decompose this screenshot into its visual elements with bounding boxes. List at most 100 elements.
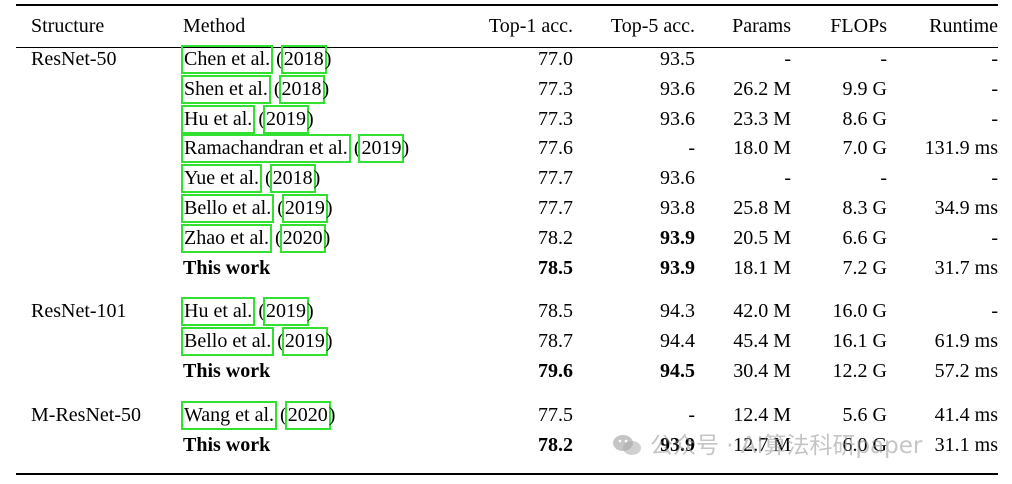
header-runtime: Runtime — [929, 14, 998, 37]
cell-top1: 77.3 — [538, 77, 573, 100]
cell-structure — [16, 254, 183, 284]
table-row-this-work: This work 78.2 93.9 12.7 M 6.0 G 31.1 ms — [16, 431, 998, 461]
citation-year-link[interactable]: 2019 — [281, 327, 328, 357]
cell-method: Chen et al. (2018) — [180, 45, 453, 75]
cell-top5: 93.6 — [660, 167, 695, 190]
cell-flops: 12.2 G — [832, 359, 887, 382]
cell-top5: 93.5 — [660, 48, 695, 70]
citation-year-link[interactable]: 2018 — [280, 45, 327, 74]
cell-runtime: - — [991, 107, 998, 130]
header-top5: Top-5 acc. — [610, 14, 695, 37]
cell-method: Bello et al. (2019) — [180, 193, 453, 224]
table-row: Hu et al. (2019) 77.3 93.6 23.3 M 8.6 G - — [16, 104, 998, 135]
citation-author-link[interactable]: Shen et al. — [181, 74, 271, 104]
citation-year-link[interactable]: 2019 — [262, 297, 309, 327]
paren-close: ) — [306, 107, 314, 130]
table-top-rule — [16, 4, 998, 6]
cell-params: 45.4 M — [733, 330, 791, 353]
cell-flops: 7.0 G — [842, 137, 887, 160]
table-row: Bello et al. (2019) 77.7 93.8 25.8 M 8.3 G 34… — [16, 193, 998, 224]
cell-runtime: 131.9 ms — [924, 137, 998, 160]
cell-flops: - — [880, 167, 887, 190]
citation-year-link[interactable]: 2018 — [278, 74, 325, 104]
cell-method: Yue et al. (2018) — [181, 164, 453, 194]
cell-top5: 93.6 — [660, 107, 695, 130]
citation-year-link[interactable]: 2019 — [262, 104, 309, 134]
paren-close: ) — [328, 403, 336, 426]
cell-method: Bello et al. (2019) — [180, 327, 453, 357]
table-row: Yue et al. (2018) 77.7 93.6 - - - — [16, 164, 998, 194]
cell-structure — [16, 431, 183, 461]
cell-params: 25.8 M — [733, 196, 791, 219]
cell-params: 18.0 M — [733, 137, 791, 160]
table-row: Bello et al. (2019) 78.7 94.4 45.4 M 16.1 G 6… — [16, 327, 998, 357]
citation-author-link[interactable]: Bello et al. — [180, 327, 275, 357]
header-flops: FLOPs — [830, 14, 887, 37]
cell-runtime: - — [991, 77, 998, 100]
citation-year-link[interactable]: 2019 — [358, 134, 405, 164]
cell-flops: 7.2 G — [842, 256, 887, 279]
cell-top5: 93.9 — [660, 226, 695, 249]
cell-top1: 77.7 — [538, 196, 573, 219]
cell-structure: M-ResNet-50 — [31, 403, 141, 426]
cell-top1: 77.5 — [538, 403, 573, 426]
citation-author-link[interactable]: Wang et al. — [180, 400, 278, 430]
cell-top5: 94.3 — [660, 300, 695, 323]
cell-runtime: 31.1 ms — [934, 433, 998, 456]
paren-open: ( — [275, 403, 287, 426]
paren-close: ) — [324, 48, 332, 70]
cell-params: 20.5 M — [733, 226, 791, 249]
cell-flops: 8.3 G — [842, 196, 887, 219]
cell-runtime: - — [991, 48, 998, 70]
cell-params: - — [784, 48, 791, 70]
citation-year-link[interactable]: 2018 — [269, 164, 316, 194]
citation-author-link[interactable]: Hu et al. — [180, 297, 256, 327]
cell-top1: 78.5 — [538, 256, 573, 279]
cell-structure — [16, 194, 183, 224]
cell-flops: 6.0 G — [842, 433, 887, 456]
table-row: M-ResNet-50 Wang et al. (2020) 77.5 - 12.4 M… — [16, 400, 998, 431]
citation-author-link[interactable]: Chen et al. — [180, 45, 274, 74]
cell-runtime: 57.2 ms — [934, 359, 998, 382]
citation-author-link[interactable]: Bello et al. — [180, 193, 275, 223]
cell-structure — [16, 134, 183, 164]
cell-structure: ResNet-50 — [31, 48, 117, 70]
citation-year-link[interactable]: 2019 — [281, 193, 328, 223]
group-spacer — [16, 387, 998, 401]
cell-method: This work — [183, 359, 271, 382]
paren-open: ( — [269, 226, 282, 249]
cell-structure — [16, 105, 183, 135]
cell-flops: 9.9 G — [842, 77, 887, 100]
citation-year-link[interactable]: 2020 — [284, 400, 331, 430]
cell-params: 30.4 M — [733, 359, 791, 382]
header-params: Params — [732, 14, 791, 37]
paren-close: ) — [323, 226, 331, 249]
citation-author-link[interactable]: Zhao et al. — [181, 223, 272, 253]
paren-close: ) — [325, 196, 333, 219]
cell-flops: 5.6 G — [842, 403, 887, 426]
cell-method: Hu et al. (2019) — [180, 104, 453, 135]
cell-top5: 93.8 — [660, 196, 695, 219]
cell-structure — [16, 327, 183, 357]
cell-top1: 77.6 — [538, 137, 573, 160]
table-row: Ramachandran et al. (2019) 77.6 - 18.0 M 7.0… — [16, 134, 998, 164]
cell-structure — [16, 164, 183, 194]
paren-open: ( — [271, 48, 283, 70]
cell-method: Shen et al. (2018) — [181, 74, 453, 105]
header-method: Method — [183, 14, 246, 37]
header-structure: Structure — [31, 14, 105, 37]
cell-top1: 79.6 — [538, 359, 573, 382]
citation-author-link[interactable]: Ramachandran et al. — [181, 134, 351, 164]
cell-runtime: - — [991, 167, 998, 190]
citation-author-link[interactable]: Hu et al. — [180, 104, 256, 134]
cell-runtime: - — [991, 300, 998, 323]
cell-top5: 93.9 — [660, 256, 695, 279]
cell-top1: 78.2 — [538, 226, 573, 249]
cell-flops: 8.6 G — [842, 107, 887, 130]
citation-author-link[interactable]: Yue et al. — [181, 164, 262, 194]
table-row: Shen et al. (2018) 77.3 93.6 26.2 M 9.9 G - — [16, 74, 998, 105]
cell-method: This work — [183, 433, 271, 456]
table-row: ResNet-101 Hu et al. (2019) 78.5 94.3 42.0 M… — [16, 297, 998, 327]
table-row-this-work: This work 78.5 93.9 18.1 M 7.2 G 31.7 ms — [16, 254, 998, 284]
citation-year-link[interactable]: 2020 — [279, 223, 326, 253]
